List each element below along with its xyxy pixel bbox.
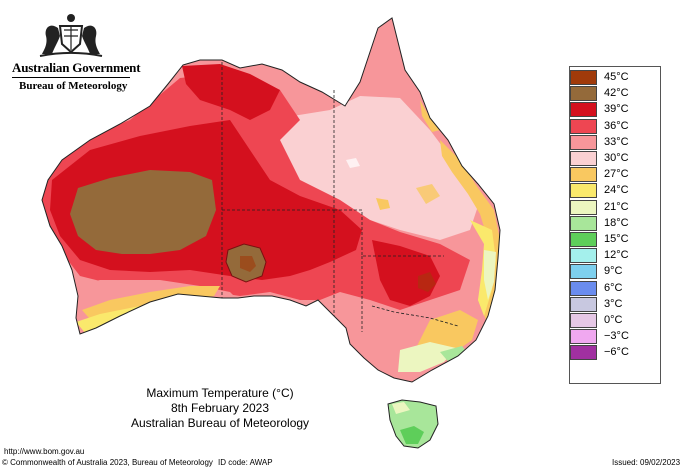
legend-swatch bbox=[570, 296, 597, 312]
map-source: Australian Bureau of Meteorology bbox=[130, 416, 310, 430]
legend-item: 45°C bbox=[570, 70, 660, 86]
legend-label: 27°C bbox=[604, 168, 629, 181]
legend-item: 3°C bbox=[570, 296, 660, 313]
legend-label: 3°C bbox=[604, 297, 623, 310]
state-borders bbox=[221, 62, 459, 332]
legend-item: −6°C bbox=[570, 345, 660, 361]
legend-swatch bbox=[570, 232, 597, 247]
map-date: 8th February 2023 bbox=[170, 401, 270, 415]
bureau-title: Bureau of Meteorology bbox=[19, 80, 128, 92]
legend-swatch bbox=[570, 167, 597, 183]
legend-swatch bbox=[570, 280, 597, 296]
legend-swatch bbox=[570, 313, 597, 328]
legend-label: 45°C bbox=[604, 71, 629, 83]
legend-swatch bbox=[570, 134, 597, 150]
legend-item: 0°C bbox=[570, 313, 660, 329]
legend-item: 18°C bbox=[570, 215, 660, 232]
legend-swatch bbox=[570, 264, 597, 280]
legend-swatch bbox=[570, 183, 597, 199]
legend-item: 39°C bbox=[570, 102, 660, 118]
legend-label: 24°C bbox=[604, 184, 629, 197]
legend-item: 30°C bbox=[570, 151, 660, 167]
legend-item: 6°C bbox=[570, 280, 660, 297]
footer: © Commonwealth of Australia 2023, Bureau… bbox=[0, 458, 680, 467]
legend-item: 42°C bbox=[570, 86, 660, 102]
map-title: Maximum Temperature (°C) bbox=[146, 386, 294, 400]
legend-label: 33°C bbox=[604, 135, 629, 148]
legend-item: 9°C bbox=[570, 264, 660, 280]
legend-item: 21°C bbox=[570, 199, 660, 216]
legend-label: 12°C bbox=[604, 249, 629, 262]
footer-url[interactable]: http://www.bom.gov.au bbox=[4, 447, 85, 456]
legend-swatch bbox=[570, 102, 597, 118]
tasmania bbox=[387, 399, 439, 449]
legend-label: 21°C bbox=[604, 200, 629, 213]
footer-issued: Issued: 09/02/2023 bbox=[612, 458, 680, 467]
legend-swatch bbox=[570, 345, 597, 361]
legend-swatch bbox=[570, 329, 597, 345]
legend-item: 36°C bbox=[570, 118, 660, 135]
legend-item: 24°C bbox=[570, 183, 660, 199]
coat-of-arms-icon bbox=[39, 14, 103, 57]
legend-label: 18°C bbox=[604, 216, 629, 229]
legend-swatch bbox=[570, 151, 597, 166]
legend-swatch bbox=[570, 199, 597, 215]
map-title-block: Maximum Temperature (°C) 8th February 20… bbox=[100, 386, 340, 431]
temperature-legend: 45°C 42°C 39°C 36°C 33°C 30°C 27°C 24°C 21°C 18°C… bbox=[569, 66, 661, 384]
footer-id-code: ID code: AWAP bbox=[218, 458, 273, 467]
legend-label: 9°C bbox=[604, 265, 623, 278]
legend-item: 15°C bbox=[570, 232, 660, 248]
legend-item: 12°C bbox=[570, 248, 660, 264]
title-divider bbox=[12, 77, 130, 78]
legend-label: 15°C bbox=[604, 233, 629, 245]
footer-copyright: © Commonwealth of Australia 2023, Bureau… bbox=[2, 458, 213, 467]
legend-item: −3°C bbox=[570, 329, 660, 345]
legend-label: 0°C bbox=[604, 314, 623, 326]
legend-item: 33°C bbox=[570, 134, 660, 151]
legend-label: 30°C bbox=[604, 152, 629, 164]
legend-swatch bbox=[570, 86, 597, 102]
government-title: Australian Government bbox=[12, 60, 141, 75]
legend-label: −3°C bbox=[604, 330, 629, 343]
legend-swatch bbox=[570, 215, 597, 231]
legend-item: 27°C bbox=[570, 167, 660, 183]
legend-label: 36°C bbox=[604, 119, 629, 132]
legend-label: 42°C bbox=[604, 87, 629, 100]
legend-label: 6°C bbox=[604, 281, 623, 294]
legend-swatch bbox=[570, 118, 597, 134]
legend-swatch bbox=[570, 248, 597, 264]
legend-swatch bbox=[570, 70, 597, 85]
legend-label: 39°C bbox=[604, 103, 629, 116]
legend-label: −6°C bbox=[604, 346, 629, 359]
